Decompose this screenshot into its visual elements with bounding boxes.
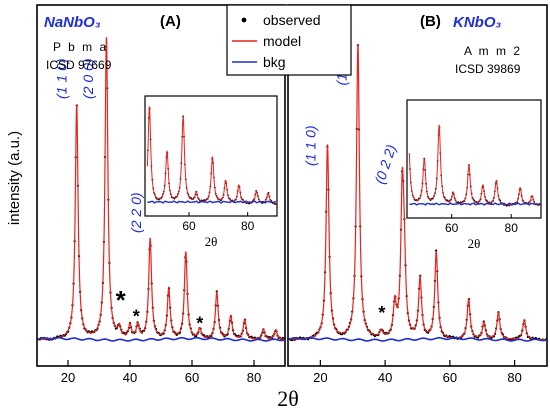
x-tick-label: 60 — [185, 370, 199, 385]
inset: 60 80 2θ — [406, 99, 542, 251]
inset-x-tick-label: 60 — [182, 219, 196, 233]
x-tick-label: 20 — [61, 370, 75, 385]
impurity-marker: * — [116, 285, 127, 315]
inset-x-tick-label: 80 — [505, 221, 519, 235]
hkl-label: (1 1 0) — [53, 58, 69, 98]
bkg-curve — [37, 336, 285, 342]
compound-label: NaNbO₃ — [44, 14, 101, 31]
inset-x-axis-label: 2θ — [468, 236, 481, 251]
x-tick-label: 80 — [507, 370, 521, 385]
space-group-label: P b m a — [53, 40, 108, 54]
inset-x-tick-label: 60 — [445, 221, 459, 235]
x-tick-label: 60 — [443, 370, 457, 385]
plot-frame — [36, 4, 286, 367]
hkl-label: (0 2 2) — [371, 143, 399, 186]
legend-item-label: observed — [263, 12, 321, 28]
inset-x-axis-label: 2θ — [205, 234, 218, 249]
x-axis-label: 2θ — [277, 386, 299, 411]
inset-model-curve — [146, 106, 277, 204]
compound-label: KNbO₃ — [453, 14, 501, 31]
hkl-label: (1 1 0) — [303, 125, 319, 165]
legend-box — [226, 4, 352, 76]
legend: observed model bkg — [226, 4, 352, 76]
impurity-marker: * — [196, 313, 203, 333]
legend-item-label: bkg — [263, 54, 286, 70]
x-tick-label: 80 — [247, 370, 261, 385]
inset-bkg-curve — [147, 200, 277, 204]
model-curve — [37, 37, 285, 340]
hkl-label: (2 2 0) — [128, 192, 144, 232]
icsd-label: ICSD 39869 — [455, 62, 521, 76]
inset-x-tick-label: 80 — [241, 219, 255, 233]
legend-marker-dot — [241, 17, 247, 23]
legend-item-label: model — [263, 33, 301, 49]
model-curve — [288, 43, 547, 341]
hkl-label: (2 0 0) — [80, 58, 96, 98]
impurity-marker: * — [133, 307, 140, 327]
inset-frame — [144, 95, 278, 217]
inset-bkg-curve — [409, 202, 541, 206]
impurity-marker: * — [378, 303, 385, 323]
icsd-label: ICSD 97669 — [46, 58, 112, 72]
inset-model-curve — [408, 124, 541, 206]
space-group-label: A m m 2 — [464, 44, 522, 58]
plot-frame — [287, 4, 548, 367]
x-tick-label: 40 — [123, 370, 137, 385]
x-tick-label: 20 — [313, 370, 327, 385]
panel-label: (B) — [420, 13, 441, 30]
panel-label: (A) — [160, 13, 181, 30]
inset: 60 80 2θ — [144, 95, 278, 249]
y-axis-label: intensity (a.u.) — [6, 131, 23, 225]
panel-a: 20 40 60 80 (1 1 0) (2 0 0) (2 2 0) * * * (A) NaNbO… — [36, 4, 286, 385]
x-tick-label: 40 — [378, 370, 392, 385]
bkg-curve — [288, 336, 547, 342]
